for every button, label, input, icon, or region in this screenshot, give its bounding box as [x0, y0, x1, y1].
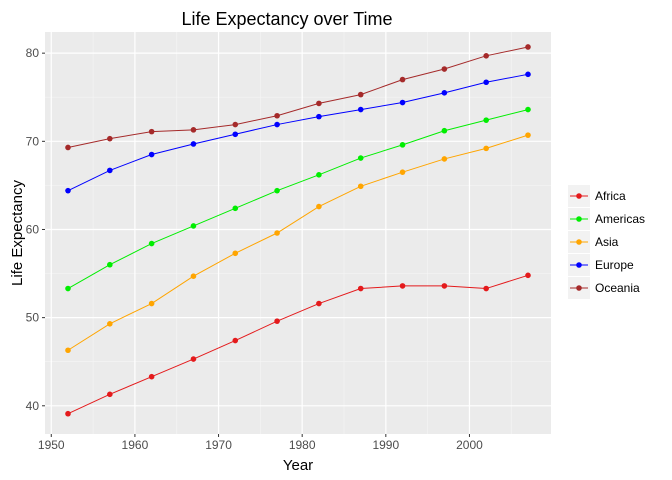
legend-key-point-africa — [576, 193, 582, 199]
data-point-africa — [274, 318, 280, 324]
data-point-americas — [316, 172, 322, 178]
data-point-americas — [525, 106, 531, 113]
legend-key-point-oceania — [576, 285, 582, 291]
axis-ticks — [42, 52, 470, 437]
x-tick-labels: 1950 1960 1970 1980 1990 2000 — [38, 438, 483, 452]
x-tick-label: 1950 — [38, 438, 65, 452]
data-point-oceania — [65, 144, 71, 151]
data-point-asia — [274, 230, 280, 236]
data-point-asia — [441, 156, 448, 162]
data-point-americas — [190, 223, 197, 229]
data-point-asia — [316, 203, 322, 210]
legend-key-point-asia — [576, 239, 582, 245]
data-point-oceania — [441, 66, 448, 72]
series-line-oceania — [67, 46, 529, 148]
x-tick-label: 2000 — [456, 438, 483, 452]
y-axis-title: Life Expectancy — [9, 180, 26, 286]
data-point-africa — [316, 300, 322, 307]
data-point-europe — [190, 141, 197, 147]
data-point-africa — [65, 410, 71, 417]
x-tick-label: 1970 — [205, 438, 232, 452]
data-point-americas — [274, 187, 280, 194]
data-point-asia — [357, 183, 364, 190]
data-point-asia — [399, 169, 406, 175]
data-point-asia — [65, 347, 71, 354]
data-point-oceania — [274, 112, 280, 119]
data-point-europe — [148, 151, 155, 158]
data-point-europe — [107, 167, 113, 174]
data-point-europe — [65, 187, 71, 194]
data-point-americas — [148, 240, 155, 247]
chart-title: Life Expectancy over Time — [181, 9, 392, 29]
data-point-asia — [148, 300, 155, 307]
data-point-americas — [65, 285, 71, 292]
y-tick-labels: 40 50 60 70 80 — [26, 46, 40, 413]
data-point-africa — [107, 391, 113, 398]
data-point-oceania — [357, 91, 364, 98]
data-point-oceania — [525, 44, 531, 50]
data-point-oceania — [107, 135, 113, 142]
data-point-africa — [190, 356, 197, 362]
data-point-americas — [357, 155, 364, 161]
y-tick-label: 50 — [26, 311, 40, 325]
data-point-europe — [441, 90, 448, 96]
data-point-europe — [483, 79, 489, 86]
data-point-asia — [483, 145, 489, 152]
data-point-europe — [399, 99, 406, 106]
data-point-africa — [232, 337, 239, 344]
data-point-asia — [190, 273, 197, 279]
data-point-americas — [441, 127, 448, 134]
legend-key-point-europe — [576, 262, 582, 268]
data-point-oceania — [399, 76, 406, 83]
legend-label-americas: Americas — [595, 212, 645, 226]
data-point-asia — [107, 321, 113, 327]
legend-label-asia: Asia — [595, 235, 619, 249]
data-point-asia — [525, 132, 531, 138]
data-point-asia — [232, 250, 239, 257]
legend: Africa Americas Asia Europe Oceania — [568, 185, 645, 299]
legend-key-point-americas — [576, 216, 582, 222]
x-axis-title: Year — [283, 457, 313, 474]
series-line-asia — [67, 134, 529, 351]
y-tick-label: 70 — [26, 134, 40, 148]
data-point-europe — [525, 71, 531, 78]
grid — [45, 32, 551, 434]
plot-panel — [45, 32, 551, 434]
y-tick-label: 80 — [26, 46, 40, 60]
data-point-oceania — [316, 100, 322, 107]
data-point-oceania — [232, 121, 239, 128]
data-point-americas — [483, 117, 489, 123]
legend-label-africa: Africa — [595, 189, 626, 203]
data-point-americas — [399, 142, 406, 148]
data-point-africa — [525, 272, 531, 279]
y-tick-label: 40 — [26, 399, 40, 413]
series-line-africa — [67, 274, 529, 415]
data-point-africa — [148, 373, 155, 380]
data-point-europe — [357, 106, 364, 113]
data-point-oceania — [483, 53, 489, 59]
data-point-africa — [441, 283, 448, 289]
series-line-americas — [67, 109, 529, 289]
x-tick-label: 1960 — [122, 438, 149, 452]
series-group — [65, 44, 531, 417]
data-point-americas — [232, 205, 239, 212]
y-tick-label: 60 — [26, 222, 40, 236]
data-point-africa — [399, 283, 406, 289]
legend-label-oceania: Oceania — [595, 281, 640, 295]
data-point-americas — [107, 261, 113, 268]
data-point-europe — [232, 131, 239, 138]
legend-label-europe: Europe — [595, 258, 634, 272]
data-point-europe — [316, 113, 322, 120]
data-point-oceania — [148, 128, 155, 135]
series-line-europe — [67, 73, 529, 192]
x-tick-label: 1990 — [372, 438, 399, 452]
data-point-oceania — [190, 127, 197, 133]
x-tick-label: 1980 — [289, 438, 316, 452]
data-point-africa — [357, 285, 364, 292]
data-point-africa — [483, 285, 489, 292]
data-point-europe — [274, 121, 280, 128]
